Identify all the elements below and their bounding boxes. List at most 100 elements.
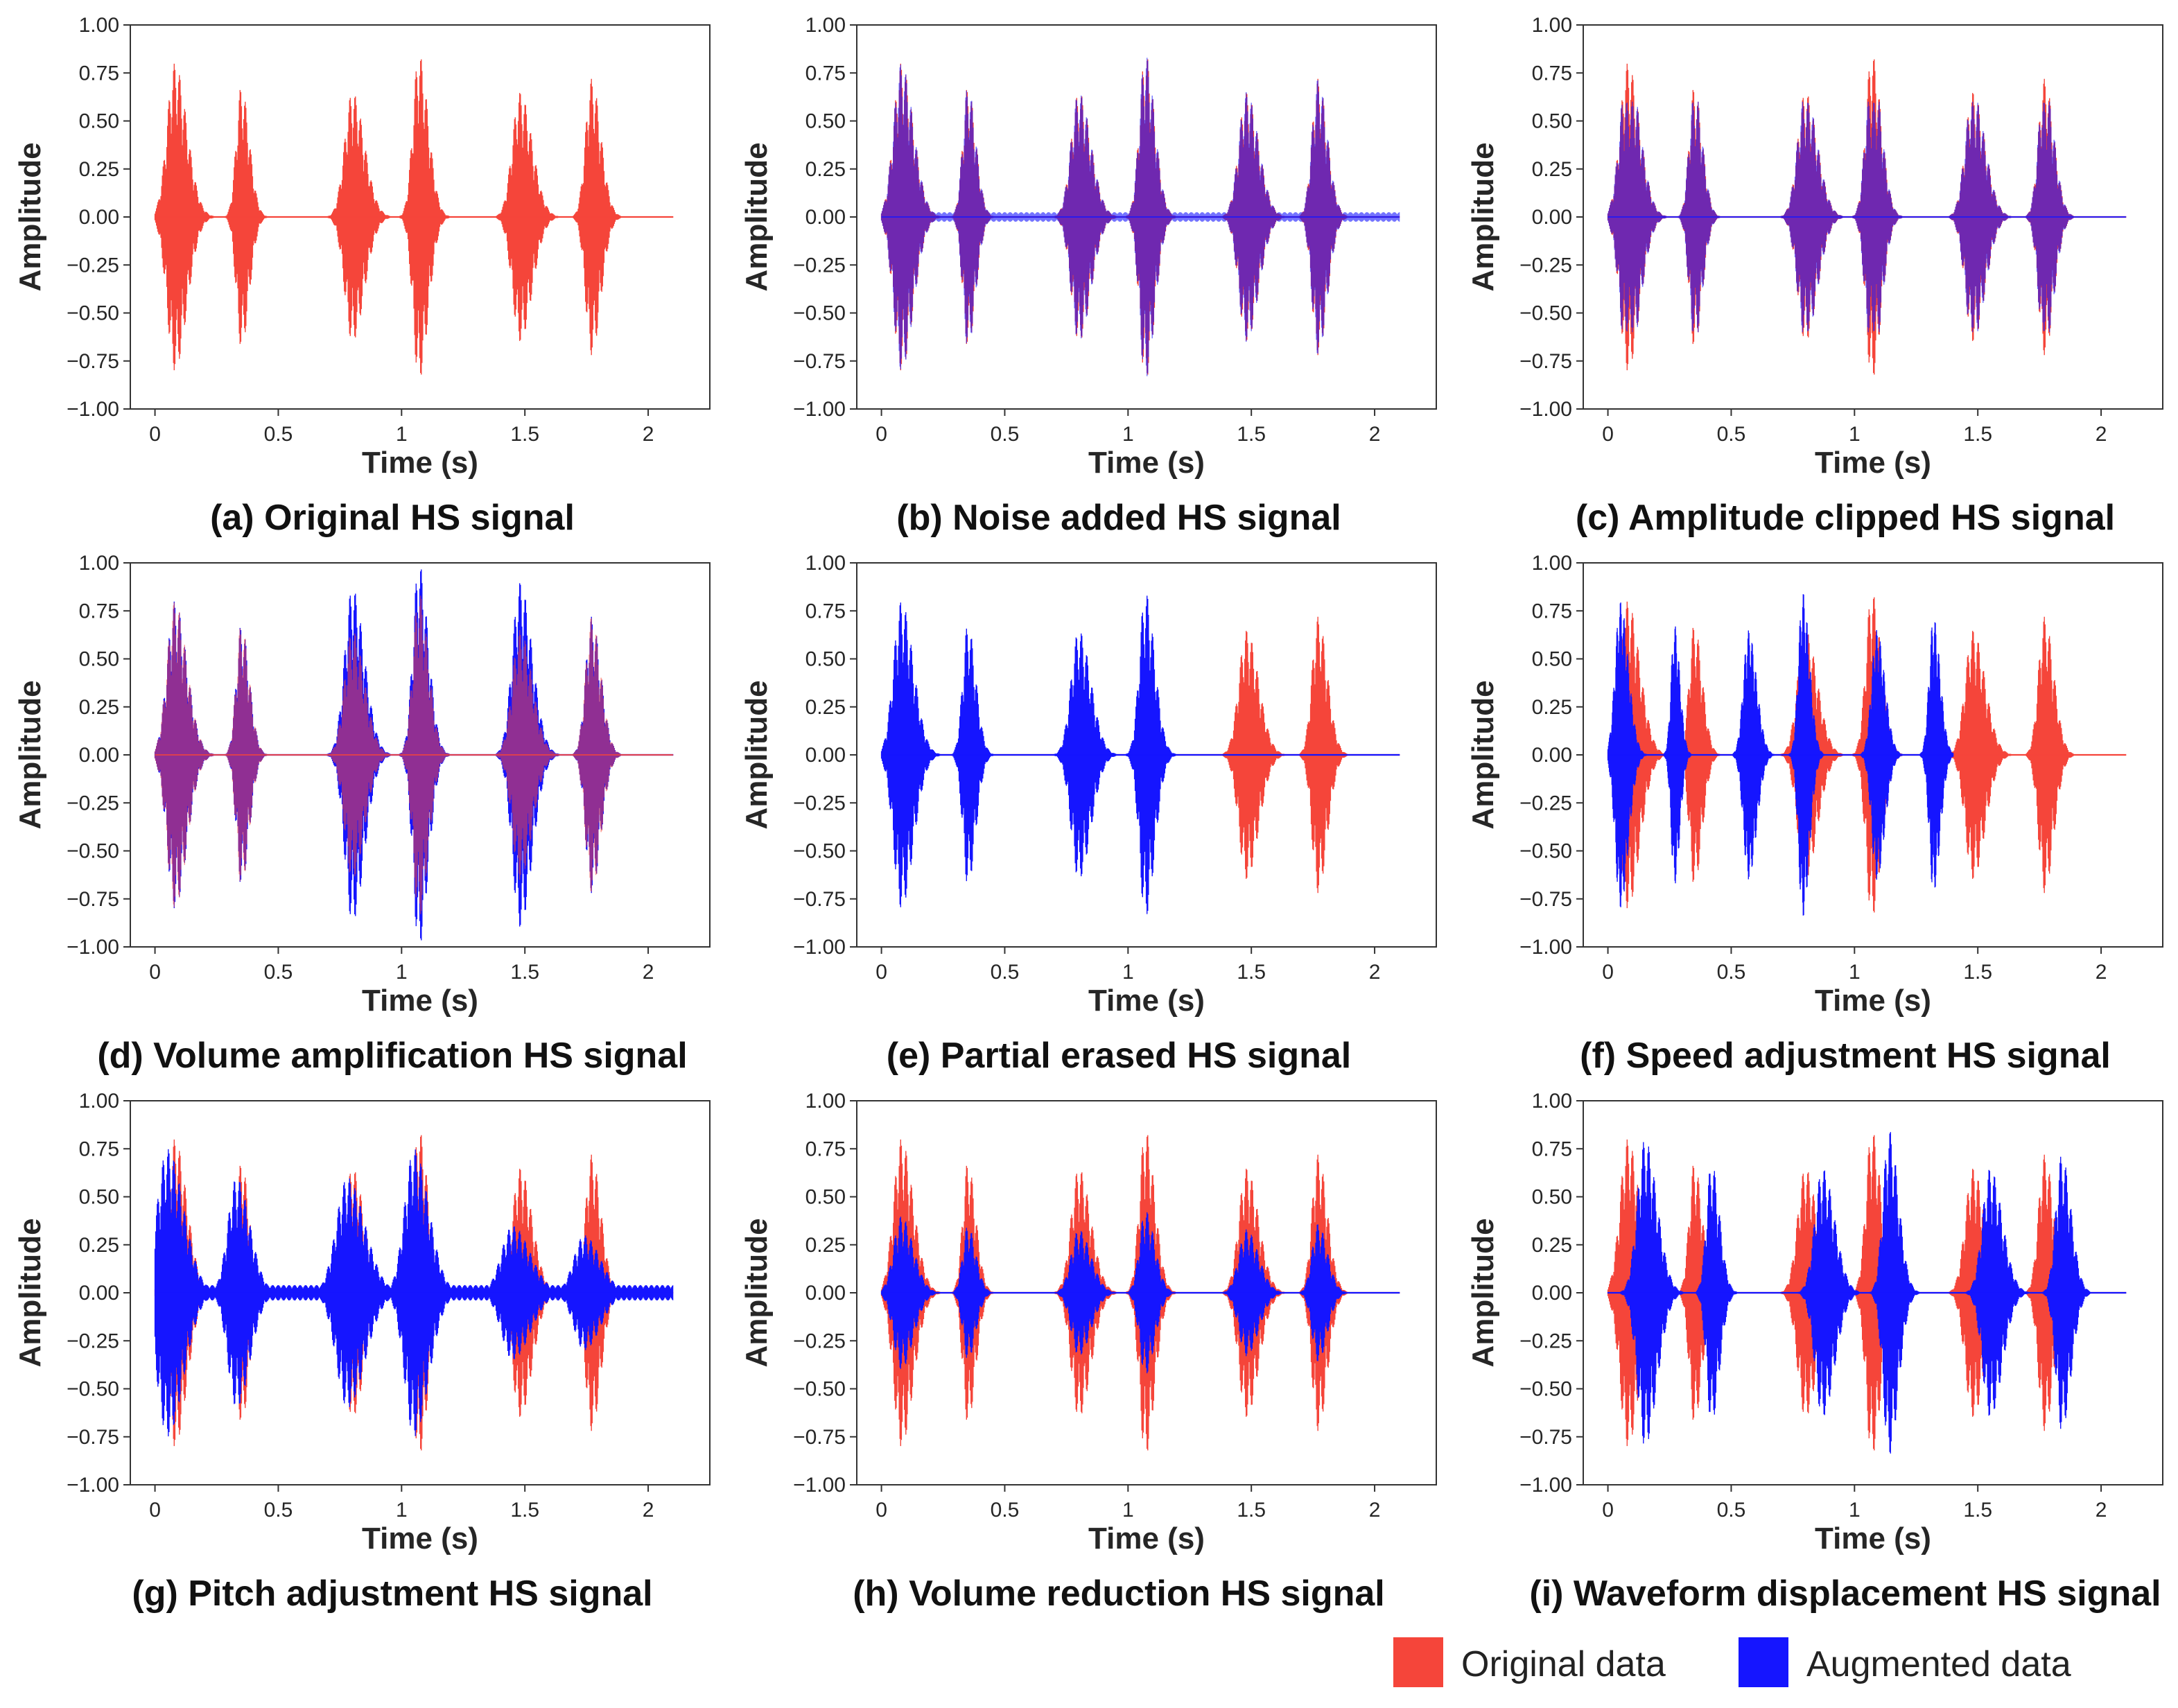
y-tick-label: −0.50 [793, 840, 846, 863]
legend: Original data Augmented data [1393, 1637, 2071, 1687]
y-tick-label: −0.75 [67, 1426, 119, 1449]
y-tick-label: 0.50 [1532, 648, 1572, 671]
legend-item-augmented-data: Augmented data [1739, 1637, 2071, 1687]
x-tick-label: 1 [396, 961, 408, 984]
y-tick-label: −0.75 [793, 1426, 846, 1449]
y-axis-title: Amplitude [1466, 1218, 1500, 1367]
x-tick-label: 0.5 [991, 423, 1020, 446]
y-tick-label: −0.25 [67, 792, 119, 814]
panel-caption: (f) Speed adjustment HS signal [1580, 1036, 2111, 1076]
y-tick-label: 0.25 [805, 1234, 846, 1257]
y-tick-label: 0.00 [79, 1282, 119, 1305]
x-axis-title: Time (s) [1815, 984, 1931, 1018]
series-group [154, 569, 674, 941]
x-tick-label: 0.5 [1717, 423, 1746, 446]
y-tick-label: 0.50 [79, 1186, 119, 1209]
y-tick-label: 0.25 [79, 696, 119, 719]
y-tick-label: −0.50 [67, 1378, 119, 1401]
y-tick-label: 1.00 [79, 14, 119, 37]
y-tick-label: −1.00 [67, 936, 119, 959]
x-tick-label: 0 [1602, 1499, 1614, 1522]
y-axis-title: Amplitude [13, 1218, 47, 1367]
x-axis-title: Time (s) [1088, 1522, 1205, 1556]
x-tick-label: 1.5 [1963, 961, 1992, 984]
y-tick-label: 0.50 [805, 110, 846, 133]
y-tick-label: −0.50 [793, 302, 846, 325]
y-tick-label: 0.75 [1532, 600, 1572, 622]
x-axis-title: Time (s) [1088, 446, 1205, 480]
x-tick-label: 1 [1122, 1499, 1134, 1522]
y-tick-label: −0.75 [793, 888, 846, 911]
y-tick-label: −0.25 [793, 1330, 846, 1352]
y-tick-label: −1.00 [793, 398, 846, 421]
x-tick-label: 0 [1602, 423, 1614, 446]
x-tick-label: 2 [643, 423, 654, 446]
x-tick-label: 0.5 [1717, 961, 1746, 984]
y-tick-label: −0.25 [793, 792, 846, 814]
x-tick-label: 1 [396, 1499, 408, 1522]
x-tick-label: 1.5 [1237, 1499, 1266, 1522]
panel-caption: (e) Partial erased HS signal [887, 1036, 1352, 1076]
y-tick-label: −0.25 [1519, 254, 1572, 277]
y-tick-label: 1.00 [79, 552, 119, 575]
panel-i: −1.00−0.75−0.50−0.250.000.250.500.751.00… [1466, 1090, 2163, 1614]
y-tick-label: 1.00 [1532, 14, 1572, 37]
x-tick-label: 1.5 [510, 423, 539, 446]
panel-caption: (d) Volume amplification HS signal [97, 1036, 687, 1076]
x-tick-label: 2 [1369, 1499, 1381, 1522]
panels: −1.00−0.75−0.50−0.250.000.250.500.751.00… [13, 14, 2163, 1614]
y-tick-label: −0.25 [67, 254, 119, 277]
y-tick-label: −1.00 [1519, 398, 1572, 421]
x-tick-label: 0 [875, 1499, 887, 1522]
x-tick-label: 1.5 [1237, 423, 1266, 446]
x-tick-label: 1 [1849, 423, 1861, 446]
y-tick-label: 0.25 [805, 696, 846, 719]
y-axis-title: Amplitude [13, 142, 47, 291]
x-tick-label: 0.5 [264, 961, 293, 984]
x-tick-label: 0 [149, 423, 161, 446]
x-axis-title: Time (s) [362, 984, 478, 1018]
x-axis-title: Time (s) [362, 1522, 478, 1556]
x-tick-label: 1 [1849, 961, 1861, 984]
x-tick-label: 1.5 [1237, 961, 1266, 984]
y-tick-label: 0.00 [1532, 206, 1572, 229]
x-tick-label: 2 [2096, 1499, 2107, 1522]
x-tick-label: 1.5 [510, 1499, 539, 1522]
x-axis-title: Time (s) [362, 446, 478, 480]
y-tick-label: 0.50 [79, 110, 119, 133]
y-tick-label: 0.25 [1532, 696, 1572, 719]
y-tick-label: 0.75 [1532, 62, 1572, 85]
y-tick-label: 0.00 [79, 206, 119, 229]
y-tick-label: −0.50 [67, 302, 119, 325]
y-tick-label: −0.75 [793, 350, 846, 373]
x-tick-label: 0.5 [264, 423, 293, 446]
y-axis-title: Amplitude [740, 680, 774, 829]
x-tick-label: 1.5 [510, 961, 539, 984]
panel-caption: (g) Pitch adjustment HS signal [132, 1574, 652, 1614]
y-tick-label: −1.00 [1519, 936, 1572, 959]
x-tick-label: 1 [1849, 1499, 1861, 1522]
y-tick-label: −0.50 [1519, 1378, 1572, 1401]
y-tick-label: 0.00 [1532, 744, 1572, 767]
x-tick-label: 0.5 [264, 1499, 293, 1522]
y-tick-label: 0.00 [79, 744, 119, 767]
y-tick-label: 0.50 [79, 648, 119, 671]
y-tick-label: 0.75 [805, 1138, 846, 1160]
y-tick-label: 0.50 [1532, 110, 1572, 133]
x-tick-label: 1.5 [1963, 1499, 1992, 1522]
y-tick-label: −0.25 [67, 1330, 119, 1352]
panel-a: −1.00−0.75−0.50−0.250.000.250.500.751.00… [13, 14, 711, 538]
x-tick-label: 1.5 [1963, 423, 1992, 446]
y-tick-label: −1.00 [67, 398, 119, 421]
y-tick-label: −0.50 [793, 1378, 846, 1401]
y-tick-label: 0.25 [1532, 1234, 1572, 1257]
y-tick-label: −0.25 [793, 254, 846, 277]
panel-h: −1.00−0.75−0.50−0.250.000.250.500.751.00… [740, 1090, 1437, 1614]
y-axis-title: Amplitude [1466, 680, 1500, 829]
series-group [154, 1135, 674, 1451]
series-group [880, 58, 1400, 376]
panel-caption: (b) Noise added HS signal [896, 498, 1341, 538]
panel-caption: (c) Amplitude clipped HS signal [1576, 498, 2115, 538]
y-tick-label: −1.00 [67, 1474, 119, 1497]
